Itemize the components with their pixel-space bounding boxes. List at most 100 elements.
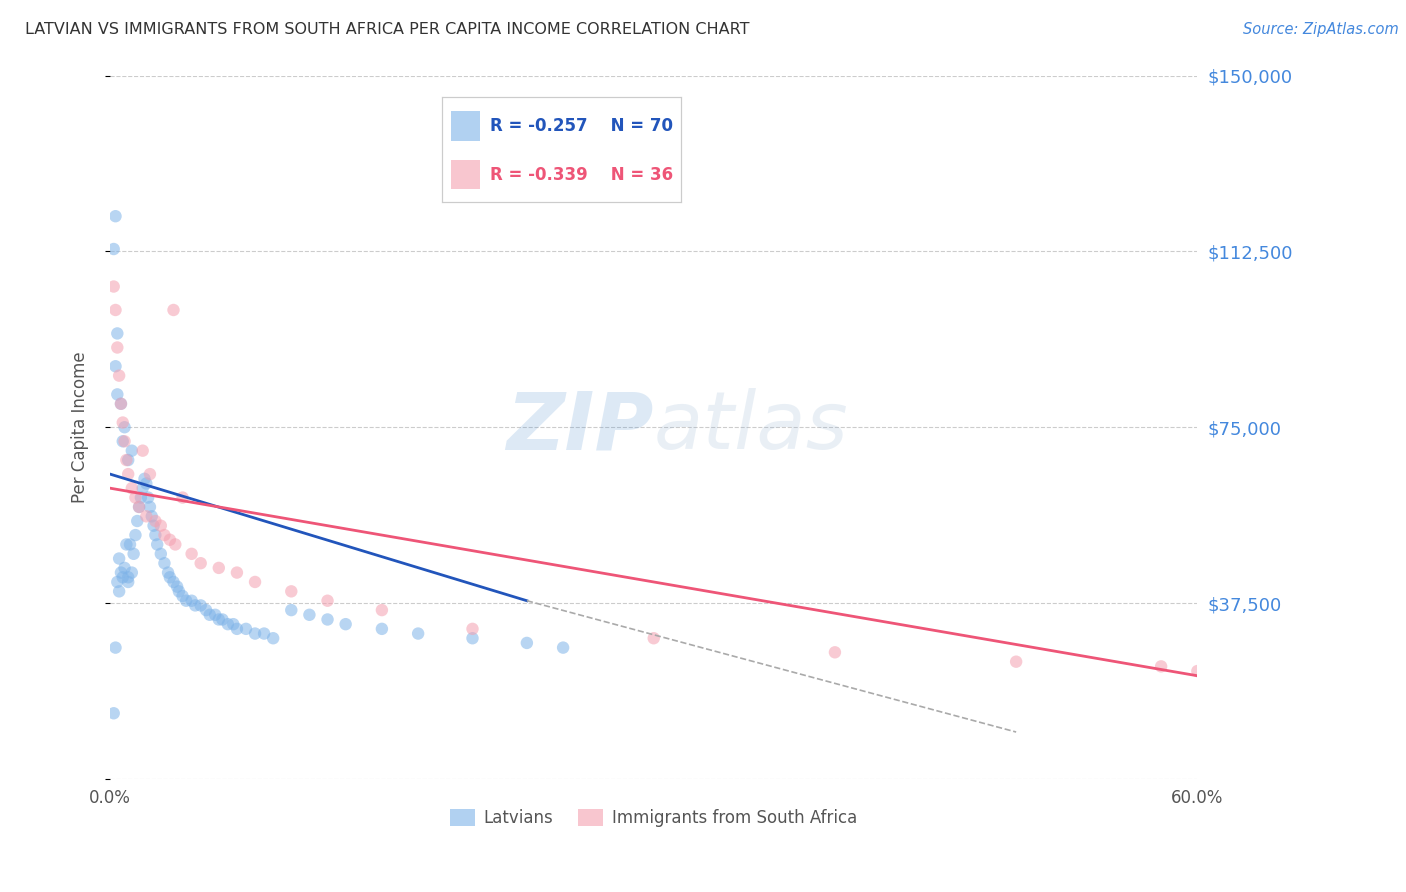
Point: [108, 368, 131, 383]
Point: [371, 622, 394, 636]
Point: [124, 528, 146, 542]
Point: [121, 443, 143, 458]
Point: [167, 584, 190, 599]
Y-axis label: Per Capita Income: Per Capita Income: [72, 351, 89, 503]
Point: [136, 491, 159, 505]
Point: [111, 434, 134, 449]
Point: [105, 341, 128, 355]
Point: [159, 533, 181, 547]
Point: [135, 509, 157, 524]
Point: [184, 599, 207, 613]
Point: [139, 500, 162, 514]
Point: [208, 561, 231, 575]
Point: [124, 491, 146, 505]
Point: [118, 537, 141, 551]
Point: [139, 467, 162, 482]
Point: [180, 593, 202, 607]
Point: [226, 622, 249, 636]
Point: [103, 242, 125, 256]
Point: [262, 632, 284, 646]
Point: [235, 622, 257, 636]
Point: [103, 706, 125, 721]
Point: [117, 570, 139, 584]
Point: [553, 640, 575, 655]
Point: [335, 617, 357, 632]
Point: [135, 476, 157, 491]
Point: [110, 397, 132, 411]
Point: [316, 612, 339, 626]
Point: [117, 453, 139, 467]
Point: [1150, 659, 1173, 673]
Point: [824, 645, 846, 659]
Point: [114, 561, 136, 575]
Point: [159, 570, 181, 584]
Point: [128, 500, 150, 514]
Point: [1187, 664, 1209, 678]
Point: [461, 622, 484, 636]
Point: [190, 599, 212, 613]
Point: [198, 607, 221, 622]
Point: [115, 453, 138, 467]
Text: atlas: atlas: [654, 388, 848, 467]
Point: [104, 209, 127, 223]
Point: [134, 472, 156, 486]
Point: [110, 566, 132, 580]
Point: [103, 279, 125, 293]
Point: [253, 626, 276, 640]
Point: [153, 528, 176, 542]
Point: [128, 500, 150, 514]
Point: [371, 603, 394, 617]
Point: [190, 556, 212, 570]
Point: [280, 603, 302, 617]
Point: [117, 574, 139, 589]
Point: [172, 491, 194, 505]
Point: [108, 551, 131, 566]
Text: LATVIAN VS IMMIGRANTS FROM SOUTH AFRICA PER CAPITA INCOME CORRELATION CHART: LATVIAN VS IMMIGRANTS FROM SOUTH AFRICA …: [25, 22, 749, 37]
Point: [105, 387, 128, 401]
Point: [142, 518, 165, 533]
Point: [243, 626, 266, 640]
Point: [280, 584, 302, 599]
Point: [104, 640, 127, 655]
Point: [208, 612, 231, 626]
Point: [114, 420, 136, 434]
Point: [122, 547, 145, 561]
Point: [146, 537, 169, 551]
Point: [217, 617, 239, 632]
Point: [298, 607, 321, 622]
Point: [114, 434, 136, 449]
Point: [111, 416, 134, 430]
Point: [105, 326, 128, 341]
Point: [115, 537, 138, 551]
Point: [174, 593, 197, 607]
Point: [131, 443, 153, 458]
Point: [157, 566, 180, 580]
Point: [121, 566, 143, 580]
Point: [129, 491, 152, 505]
Point: [108, 584, 131, 599]
Point: [1005, 655, 1028, 669]
Text: ZIP: ZIP: [506, 388, 654, 467]
Point: [165, 537, 187, 551]
Point: [127, 514, 149, 528]
Point: [104, 303, 127, 318]
Point: [131, 481, 153, 495]
Point: [141, 509, 163, 524]
Point: [145, 514, 167, 528]
Point: [461, 632, 484, 646]
Point: [195, 603, 218, 617]
Point: [149, 547, 172, 561]
Point: [243, 574, 266, 589]
Legend: Latvians, Immigrants from South Africa: Latvians, Immigrants from South Africa: [444, 803, 863, 834]
Point: [153, 556, 176, 570]
Point: [145, 528, 167, 542]
Point: [406, 626, 429, 640]
Point: [162, 303, 184, 318]
Point: [117, 467, 139, 482]
Point: [172, 589, 194, 603]
Point: [149, 518, 172, 533]
Point: [222, 617, 245, 632]
Point: [226, 566, 249, 580]
Point: [121, 481, 143, 495]
Point: [180, 547, 202, 561]
